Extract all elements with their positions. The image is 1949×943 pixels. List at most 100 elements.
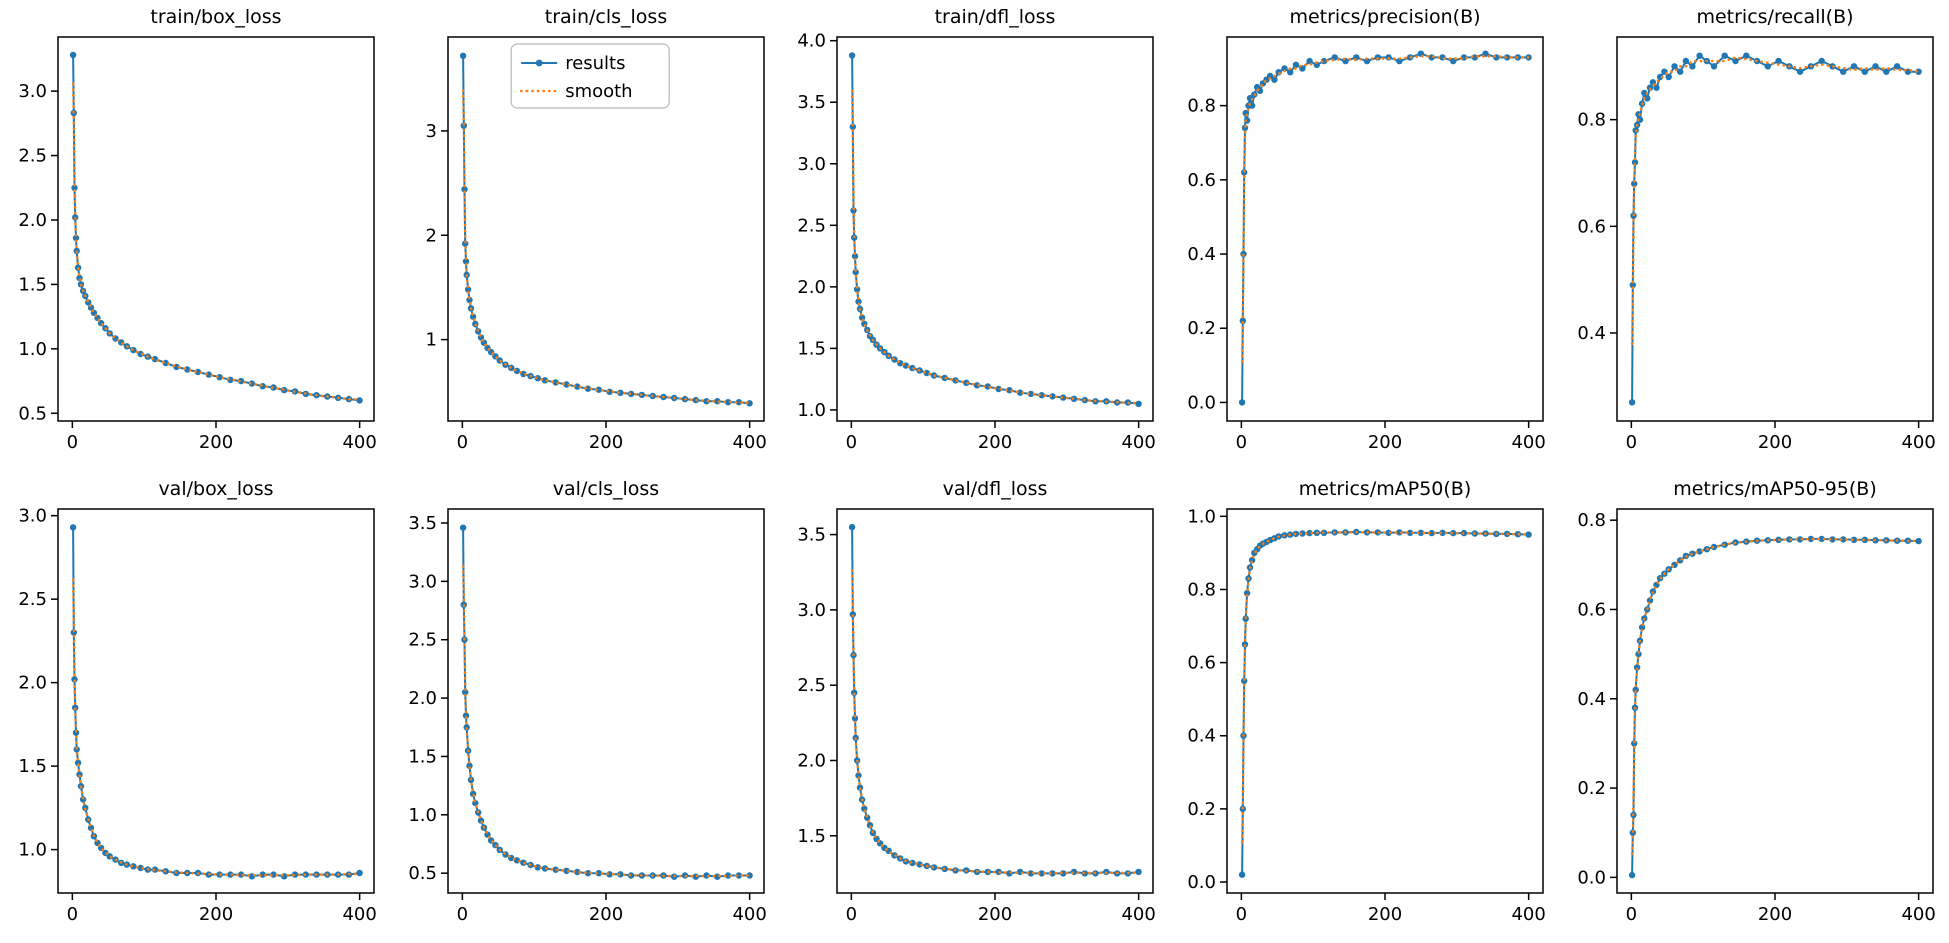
chart-title: train/dfl_loss bbox=[935, 6, 1056, 28]
x-tick-label: 400 bbox=[1122, 904, 1156, 925]
x-tick-label: 200 bbox=[199, 432, 233, 453]
x-tick-label: 200 bbox=[1368, 432, 1402, 453]
results-marker bbox=[974, 382, 981, 389]
results-marker bbox=[1818, 535, 1825, 542]
x-tick-label: 400 bbox=[342, 432, 376, 453]
results-marker bbox=[1883, 68, 1890, 75]
results-marker bbox=[1818, 57, 1825, 65]
y-tick-label: 0.8 bbox=[1577, 510, 1606, 531]
x-tick-label: 0 bbox=[456, 904, 467, 925]
results-marker bbox=[74, 759, 82, 766]
y-tick-label: 1.5 bbox=[798, 338, 827, 359]
y-tick-label: 0.0 bbox=[1188, 872, 1217, 893]
axes-frame bbox=[1226, 36, 1545, 422]
results-marker bbox=[852, 252, 859, 260]
chart-train-dfl-loss: train/dfl_loss 0 200 400 1.0 1.5 2.0 2.5 3.0 3.5 4… bbox=[798, 6, 1156, 453]
y-tick-label: 2.0 bbox=[18, 672, 47, 693]
chart-title: val/dfl_loss bbox=[943, 478, 1048, 500]
axes-frame bbox=[57, 507, 375, 894]
x-tick-label: 200 bbox=[589, 432, 623, 453]
results-marker bbox=[1306, 57, 1314, 65]
x-tick-label: 200 bbox=[199, 904, 233, 925]
y-tick-label: 3 bbox=[425, 121, 436, 142]
results-marker bbox=[1306, 529, 1314, 536]
y-tick-label: 0.5 bbox=[408, 863, 437, 884]
results-marker bbox=[702, 398, 710, 405]
results-marker bbox=[1915, 68, 1922, 75]
y-tick-label: 0.4 bbox=[1577, 323, 1606, 344]
results-marker bbox=[1292, 61, 1300, 68]
x-tick-label: 200 bbox=[1368, 904, 1402, 925]
results-line bbox=[461, 527, 750, 878]
results-marker bbox=[1428, 529, 1436, 536]
axes-frame bbox=[446, 507, 765, 894]
results-marker bbox=[963, 379, 970, 386]
x-tick-label: 0 bbox=[1626, 904, 1637, 925]
chart-cell-metrics-map50-b: metrics/mAP50(B) 0 200 400 0.0 0.2 0.4 0.6 0.8 1.… bbox=[1169, 472, 1559, 943]
results-marker bbox=[1060, 394, 1067, 401]
x-tick-label: 400 bbox=[732, 432, 766, 453]
results-marker bbox=[1682, 57, 1690, 65]
chart-cell-metrics-recall-b: metrics/recall(B) 0 200 400 0.4 0.6 0.8 bbox=[1559, 0, 1949, 472]
y-tick-label: 1.0 bbox=[18, 839, 47, 860]
chart-title: val/cls_loss bbox=[552, 478, 658, 500]
y-tick-label: 0.5 bbox=[18, 403, 47, 424]
smooth-line bbox=[1630, 56, 1920, 346]
results-marker bbox=[1631, 180, 1638, 187]
results-line bbox=[851, 55, 1140, 405]
results-marker bbox=[462, 711, 469, 719]
results-marker bbox=[1653, 84, 1660, 91]
x-tick-label: 0 bbox=[67, 904, 78, 925]
results-marker bbox=[1796, 535, 1804, 543]
results-marker bbox=[1244, 589, 1251, 596]
results-marker bbox=[1629, 281, 1637, 289]
axes-frame bbox=[836, 507, 1155, 894]
results-marker bbox=[76, 770, 83, 778]
results-marker bbox=[1665, 73, 1672, 81]
x-tick-label: 400 bbox=[732, 904, 766, 925]
results-line bbox=[71, 54, 360, 402]
x-tick-label: 0 bbox=[846, 904, 857, 925]
x-tick-label: 0 bbox=[1236, 432, 1247, 453]
results-marker bbox=[71, 675, 78, 682]
results-marker bbox=[850, 207, 858, 214]
results-marker bbox=[1049, 393, 1057, 400]
y-tick-label: 2.5 bbox=[798, 215, 827, 236]
results-marker bbox=[1829, 535, 1836, 543]
results-marker bbox=[1049, 869, 1057, 877]
results-marker bbox=[1656, 73, 1664, 81]
y-tick-label: 3.0 bbox=[18, 505, 47, 526]
results-marker bbox=[465, 296, 473, 304]
y-tick-label: 1.0 bbox=[1188, 506, 1217, 527]
x-tick-label: 400 bbox=[1902, 432, 1936, 453]
results-marker bbox=[465, 762, 473, 769]
results-line bbox=[851, 526, 1140, 874]
results-line bbox=[1241, 52, 1529, 403]
results-marker bbox=[1850, 63, 1858, 70]
results-line bbox=[71, 526, 360, 877]
chart-cell-val-cls-loss: val/cls_loss 0 200 400 0.5 1.0 1.5 2.0 2.5 3.0 3.5 bbox=[390, 472, 780, 943]
y-tick-label: 1.5 bbox=[18, 274, 47, 295]
x-tick-label: 400 bbox=[1512, 904, 1546, 925]
x-tick-label: 400 bbox=[1902, 904, 1936, 925]
y-tick-label: 1.5 bbox=[798, 825, 827, 846]
results-marker bbox=[259, 870, 266, 878]
results-marker bbox=[1710, 63, 1718, 70]
results-marker bbox=[1504, 54, 1511, 61]
results-marker bbox=[1850, 536, 1858, 543]
y-tick-label: 2.5 bbox=[408, 629, 437, 650]
chart-title: val/box_loss bbox=[158, 478, 273, 500]
legend-results-marker bbox=[535, 59, 543, 67]
results-marker bbox=[616, 870, 624, 877]
results-marker bbox=[237, 377, 245, 385]
results-marker bbox=[595, 386, 602, 393]
smooth-line bbox=[1241, 54, 1531, 363]
smooth-line bbox=[851, 568, 1141, 875]
y-tick-label: 1.0 bbox=[798, 400, 827, 421]
chart-title: train/box_loss bbox=[150, 6, 281, 28]
results-marker bbox=[461, 240, 469, 247]
results-marker bbox=[1644, 95, 1651, 102]
results-marker bbox=[1028, 390, 1035, 398]
y-tick-label: 0.8 bbox=[1188, 579, 1217, 600]
